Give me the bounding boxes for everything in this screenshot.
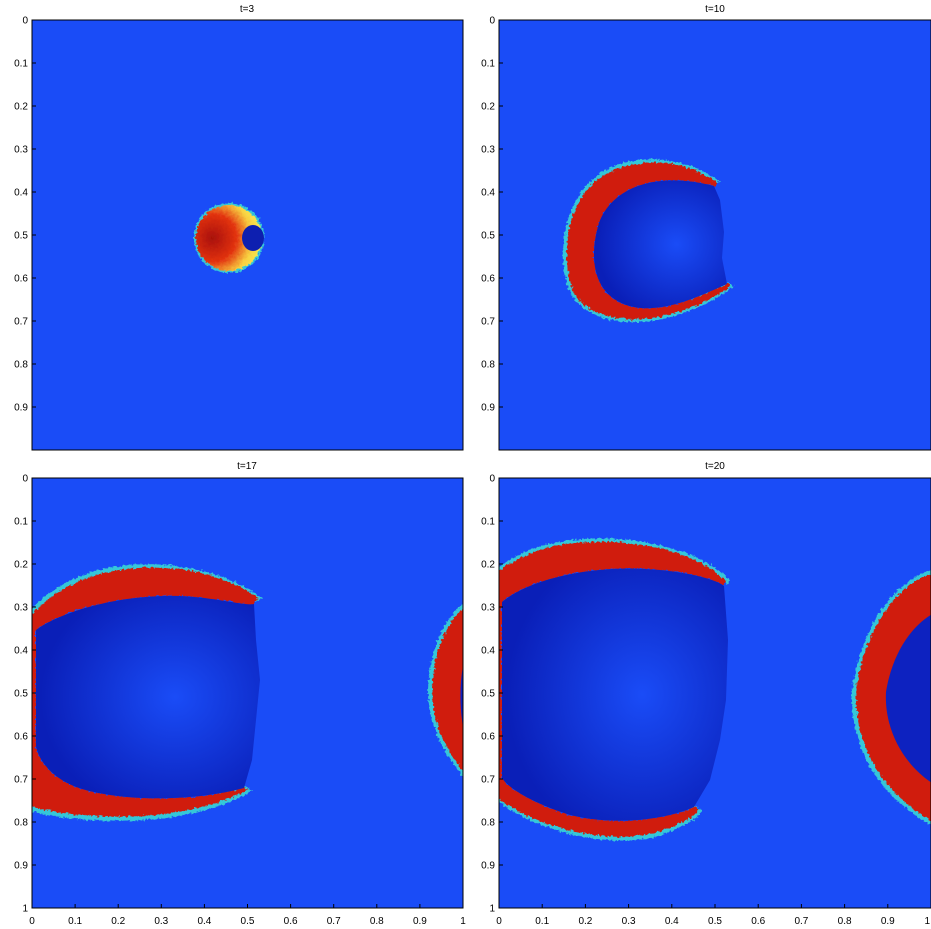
y-tick-label: 0.9 <box>14 861 28 872</box>
y-tick-label: 0.2 <box>481 560 495 571</box>
y-axis: 0 0.1 0.2 0.3 0.4 0.5 0.6 0.7 0.8 0.9 <box>14 16 36 414</box>
x-axis: 0 0.1 0.2 0.3 0.4 0.5 0.6 0.7 0.8 0.9 1 <box>29 904 466 927</box>
panel-t17: t=17 00.10.20.30.40.50.60.70.80.91 0 0.1 0… <box>14 461 466 927</box>
wave-interior <box>502 568 728 821</box>
y-tick-label: 0.6 <box>481 274 495 285</box>
y-tick-label: 0.9 <box>481 403 495 414</box>
y-tick-label: 0.1 <box>481 517 495 528</box>
wave-interior <box>36 595 260 799</box>
y-tick-label: 0.8 <box>481 818 495 829</box>
y-tick-label: 0.6 <box>14 732 28 743</box>
x-tick-label: 0.7 <box>794 916 808 927</box>
y-tick-label: 0.2 <box>14 102 28 113</box>
y-tick-label: 0.5 <box>481 231 495 242</box>
y-tick-label: 0.8 <box>481 360 495 371</box>
y-tick-label: 0.1 <box>481 59 495 70</box>
panel-t20: t=20 00.10.20.30.40.50.60.70.80.91 0 0.1 0… <box>481 461 931 927</box>
wave-front <box>432 608 463 772</box>
panel-t3: t=3 0 0.1 0.2 0.3 0.4 0.5 0.6 0.7 0.8 0.9 <box>14 4 464 451</box>
y-tick-label: 0.1 <box>14 517 28 528</box>
y-tick-label: 0.8 <box>14 818 28 829</box>
x-tick-label: 1 <box>460 916 466 927</box>
x-tick-label: 0.8 <box>838 916 852 927</box>
y-tick-label: 1 <box>489 904 495 915</box>
wave-front <box>196 205 262 271</box>
wave-front <box>566 162 731 320</box>
wave-interior <box>885 614 931 783</box>
y-tick-label: 0.6 <box>14 274 28 285</box>
panel-title: t=10 <box>705 4 725 15</box>
y-tick-label: 0.6 <box>481 732 495 743</box>
y-tick-label: 1 <box>22 904 28 915</box>
x-tick-label: 0.8 <box>370 916 384 927</box>
x-tick-label: 0.3 <box>622 916 636 927</box>
y-tick-label: 0.3 <box>14 145 28 156</box>
y-tick-label: 0.7 <box>481 775 495 786</box>
wave-interior <box>460 665 463 729</box>
y-tick-label: 0 <box>22 16 28 27</box>
y-tick-label: 0.9 <box>481 861 495 872</box>
y-tick-label: 0.2 <box>14 560 28 571</box>
y-tick-label: 0.3 <box>481 145 495 156</box>
y-tick-label: 0 <box>489 16 495 27</box>
x-tick-label: 0.2 <box>111 916 125 927</box>
x-axis: 0 0.1 0.2 0.3 0.4 0.5 0.6 0.7 0.8 0.9 1 <box>496 904 931 927</box>
x-tick-label: 1 <box>924 916 930 927</box>
x-tick-label: 0.4 <box>197 916 211 927</box>
panel-t10: t=10 0 0.1 0.2 0.3 0.4 0.5 0.6 0.7 0.8 0.9 <box>481 4 931 451</box>
y-tick-label: 0.5 <box>14 689 28 700</box>
x-tick-label: 0.7 <box>327 916 341 927</box>
x-tick-label: 0.4 <box>665 916 679 927</box>
y-axis: 0 0.1 0.2 0.3 0.4 0.5 0.6 0.7 0.8 0.9 1 <box>14 474 36 915</box>
y-tick-label: 0.3 <box>481 603 495 614</box>
panel-title: t=17 <box>237 461 257 472</box>
y-tick-label: 0.2 <box>481 102 495 113</box>
panel-title: t=3 <box>240 4 255 15</box>
y-tick-label: 0.5 <box>14 231 28 242</box>
x-tick-label: 0.9 <box>881 916 895 927</box>
y-tick-label: 0.3 <box>14 603 28 614</box>
y-tick-label: 0.9 <box>14 403 28 414</box>
y-tick-label: 0 <box>489 474 495 485</box>
panel-title: t=20 <box>705 461 725 472</box>
y-tick-label: 0.4 <box>481 646 495 657</box>
x-tick-label: 0.3 <box>154 916 168 927</box>
y-tick-label: 0.5 <box>481 689 495 700</box>
x-tick-label: 0.6 <box>284 916 298 927</box>
x-tick-label: 0 <box>29 916 35 927</box>
wave-front <box>499 541 726 837</box>
x-tick-label: 0.9 <box>413 916 427 927</box>
y-axis: 0 0.1 0.2 0.3 0.4 0.5 0.6 0.7 0.8 0.9 1 <box>481 474 503 915</box>
x-tick-label: 0.5 <box>708 916 722 927</box>
x-tick-label: 0.2 <box>578 916 592 927</box>
x-tick-label: 0.5 <box>241 916 255 927</box>
y-tick-label: 0 <box>22 474 28 485</box>
y-tick-label: 0.7 <box>14 317 28 328</box>
y-tick-label: 0.4 <box>481 188 495 199</box>
y-tick-label: 0.7 <box>481 317 495 328</box>
x-tick-label: 0.1 <box>68 916 82 927</box>
y-tick-label: 0.7 <box>14 775 28 786</box>
x-tick-label: 0.1 <box>535 916 549 927</box>
y-axis: 0 0.1 0.2 0.3 0.4 0.5 0.6 0.7 0.8 0.9 <box>481 16 503 414</box>
y-tick-label: 0.1 <box>14 59 28 70</box>
x-tick-label: 0.6 <box>751 916 765 927</box>
wave-interior <box>593 180 727 309</box>
wave-front <box>32 567 258 817</box>
y-tick-label: 0.4 <box>14 646 28 657</box>
y-tick-label: 0.4 <box>14 188 28 199</box>
x-tick-label: 0 <box>496 916 502 927</box>
y-tick-label: 0.8 <box>14 360 28 371</box>
wave-core <box>242 225 264 251</box>
